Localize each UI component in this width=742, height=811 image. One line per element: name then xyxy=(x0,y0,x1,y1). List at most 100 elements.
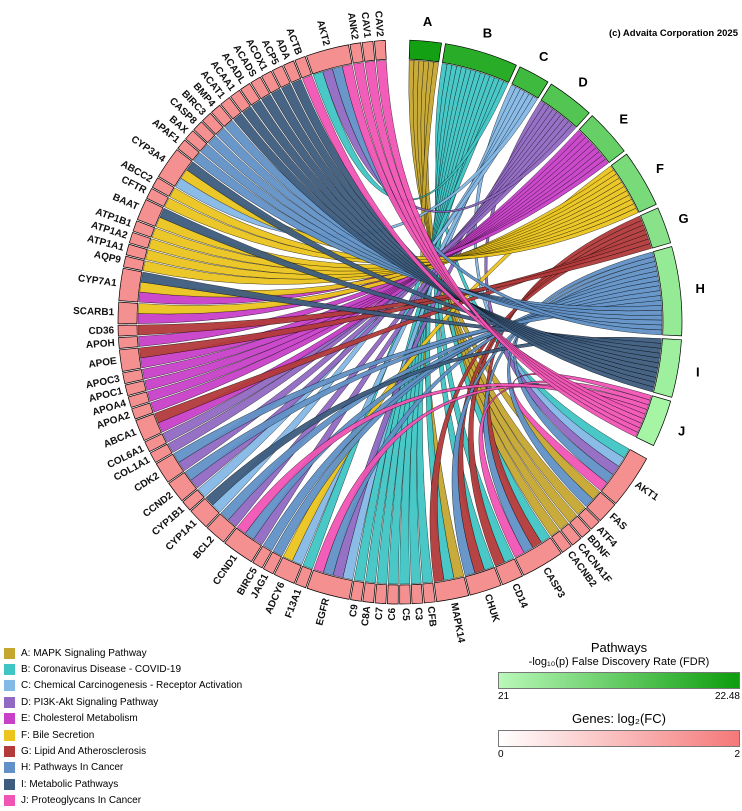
chord-ribbon[interactable] xyxy=(429,229,648,582)
gene-arc[interactable] xyxy=(131,402,154,420)
chord-ribbon[interactable] xyxy=(137,169,617,315)
pathway-arc[interactable] xyxy=(511,66,549,99)
gene-arc[interactable] xyxy=(206,513,236,543)
chord-ribbon[interactable] xyxy=(364,61,640,433)
gene-arc[interactable] xyxy=(132,220,155,238)
gene-arc[interactable] xyxy=(410,583,424,605)
gene-arc[interactable] xyxy=(122,369,144,384)
gene-arc[interactable] xyxy=(118,267,143,303)
gene-arc[interactable] xyxy=(577,507,600,530)
chord-ribbon[interactable] xyxy=(205,336,662,506)
chord-ribbon[interactable] xyxy=(242,106,659,369)
gene-arc[interactable] xyxy=(283,60,302,83)
gene-arc[interactable] xyxy=(117,324,138,337)
gene-arc[interactable] xyxy=(361,40,376,62)
chord-ribbon[interactable] xyxy=(139,238,651,359)
gene-arc[interactable] xyxy=(117,301,139,325)
gene-arc[interactable] xyxy=(600,449,648,504)
chord-ribbon[interactable] xyxy=(167,117,569,453)
chord-ribbon[interactable] xyxy=(144,140,593,391)
gene-arc[interactable] xyxy=(252,545,272,569)
gene-arc[interactable] xyxy=(155,453,185,483)
gene-arc[interactable] xyxy=(271,65,291,88)
gene-arc[interactable] xyxy=(399,584,411,605)
chord-ribbon[interactable] xyxy=(251,100,659,373)
gene-arc[interactable] xyxy=(224,527,262,563)
chord-ribbon[interactable] xyxy=(233,113,660,364)
chord-ribbon[interactable] xyxy=(162,121,573,443)
pathway-arc[interactable] xyxy=(635,395,672,447)
chord-ribbon[interactable] xyxy=(184,295,662,481)
gene-arc[interactable] xyxy=(230,89,251,113)
pathway-arc[interactable] xyxy=(408,39,442,63)
gene-arc[interactable] xyxy=(157,149,193,187)
pathway-arc[interactable] xyxy=(578,115,625,163)
chord-ribbon[interactable] xyxy=(159,207,661,354)
gene-arc[interactable] xyxy=(125,243,148,260)
chord-ribbon[interactable] xyxy=(186,161,661,359)
gene-arc[interactable] xyxy=(569,515,591,538)
gene-arc[interactable] xyxy=(433,576,470,603)
chord-ribbon[interactable] xyxy=(376,60,638,438)
gene-arc[interactable] xyxy=(146,188,169,207)
pathway-arc[interactable] xyxy=(652,246,683,337)
gene-arc[interactable] xyxy=(386,584,399,605)
chord-ribbon[interactable] xyxy=(173,300,662,463)
gene-arc[interactable] xyxy=(273,556,302,584)
gene-arc[interactable] xyxy=(295,565,313,589)
gene-arc[interactable] xyxy=(495,558,523,586)
chord-ribbon[interactable] xyxy=(140,271,662,349)
gene-arc[interactable] xyxy=(193,121,216,144)
gene-arc[interactable] xyxy=(306,44,353,75)
pathway-arc[interactable] xyxy=(653,338,682,398)
pathway-arc[interactable] xyxy=(441,43,517,83)
gene-arc[interactable] xyxy=(136,199,164,227)
chord-ribbon[interactable] xyxy=(302,75,646,420)
chord-ribbon[interactable] xyxy=(272,275,659,557)
chord-ribbon[interactable] xyxy=(353,62,642,429)
chord-ribbon[interactable] xyxy=(145,182,625,280)
chord-ribbon[interactable] xyxy=(271,88,657,383)
gene-arc[interactable] xyxy=(124,380,147,397)
gene-arc[interactable] xyxy=(464,567,502,596)
chord-ribbon[interactable] xyxy=(262,280,660,551)
gene-arc[interactable] xyxy=(350,580,365,602)
pathway-arc[interactable] xyxy=(610,153,657,213)
gene-arc[interactable] xyxy=(149,443,173,463)
chord-ribbon[interactable] xyxy=(281,83,656,388)
pathway-arc[interactable] xyxy=(640,207,672,249)
gene-arc[interactable] xyxy=(240,82,261,106)
gene-arc[interactable] xyxy=(261,70,281,94)
gene-arc[interactable] xyxy=(119,347,142,372)
gene-arc[interactable] xyxy=(135,413,162,442)
chord-ribbon[interactable] xyxy=(424,61,560,537)
gene-arc[interactable] xyxy=(220,97,242,120)
gene-arc[interactable] xyxy=(422,582,436,604)
gene-arc[interactable] xyxy=(185,130,208,152)
gene-arc[interactable] xyxy=(201,112,224,135)
chord-ribbon[interactable] xyxy=(483,261,657,554)
chord-ribbon[interactable] xyxy=(169,187,637,263)
chord-ribbon[interactable] xyxy=(148,186,627,276)
chord-ribbon[interactable] xyxy=(142,177,622,285)
gene-arc[interactable] xyxy=(374,40,387,61)
gene-arc[interactable] xyxy=(515,537,562,576)
gene-arc[interactable] xyxy=(306,569,353,600)
gene-arc[interactable] xyxy=(586,491,616,522)
gene-arc[interactable] xyxy=(123,255,145,271)
gene-arc[interactable] xyxy=(151,177,175,197)
pathway-arc[interactable] xyxy=(540,83,590,128)
chord-ribbon[interactable] xyxy=(313,384,649,573)
gene-arc[interactable] xyxy=(349,42,364,64)
chord-ribbon[interactable] xyxy=(261,94,658,378)
chord-ribbon[interactable] xyxy=(151,190,630,272)
gene-arc[interactable] xyxy=(168,472,198,502)
gene-arc[interactable] xyxy=(144,433,167,453)
gene-arc[interactable] xyxy=(374,583,388,605)
gene-arc[interactable] xyxy=(294,56,312,79)
gene-arc[interactable] xyxy=(560,523,582,546)
chord-ribbon[interactable] xyxy=(150,133,586,413)
gene-arc[interactable] xyxy=(118,336,139,349)
gene-arc[interactable] xyxy=(177,139,200,161)
gene-arc[interactable] xyxy=(182,489,205,511)
